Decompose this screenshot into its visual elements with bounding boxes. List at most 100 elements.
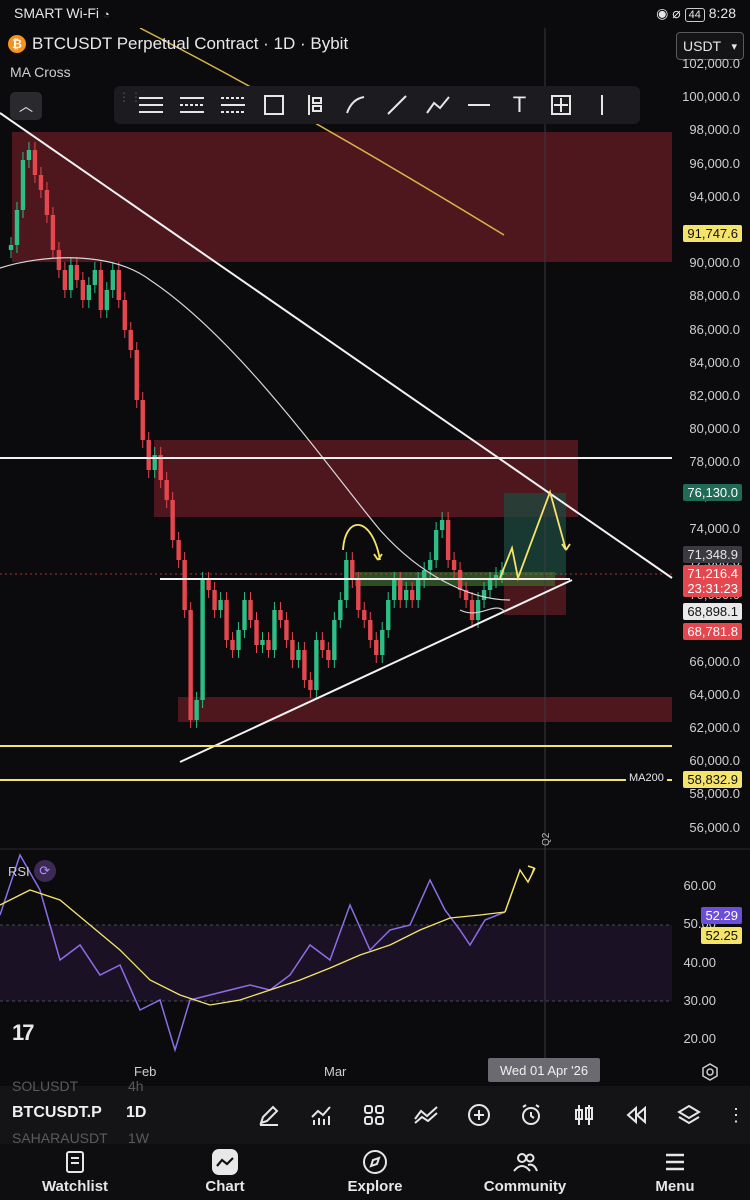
horizontal-line-icon[interactable] [458,88,499,122]
measure-icon[interactable] [540,88,581,122]
candle-body [188,610,193,720]
nav-chart-label: Chart [205,1178,245,1195]
vertical-line-icon[interactable] [581,88,622,122]
drawing-toolbar: ⋮⋮ T [114,86,640,124]
candle-body [146,440,151,470]
nav-explore[interactable]: Explore [300,1144,450,1200]
candle-type-icon[interactable] [569,1100,599,1130]
layers-icon[interactable] [674,1100,704,1130]
templates-icon[interactable] [359,1100,389,1130]
current-timeframe[interactable]: 1D [126,1104,147,1121]
path-icon[interactable] [417,88,458,122]
rsi-tick-label: 20.00 [683,1031,716,1046]
time-axis[interactable]: Feb Mar [0,1058,750,1084]
nav-watchlist[interactable]: Watchlist [0,1144,150,1200]
indicator-label[interactable]: MA Cross [10,64,71,80]
candle-body [332,620,337,660]
candle-body [463,590,469,600]
candle-body [320,640,325,650]
descending-trendline[interactable] [0,112,673,579]
pitchfork-icon[interactable] [130,88,171,122]
text-icon[interactable]: T [512,92,527,117]
pencil-icon[interactable] [254,1100,284,1130]
replay-icon[interactable] [621,1100,651,1130]
price-tick-label: 96,000.0 [689,155,740,171]
nav-community[interactable]: Community [450,1144,600,1200]
candle-body [493,575,499,580]
symbol-title-text: BTCUSDT Perpetual Contract · 1D · Bybit [32,34,349,53]
candle-body [176,540,181,560]
current-symbol[interactable]: BTCUSDT.P [12,1104,102,1121]
candle-body [170,500,175,540]
rectangle-icon[interactable] [253,88,294,122]
trendline-icon[interactable] [376,88,417,122]
price-tick-label: 90,000.0 [689,255,740,271]
watchlist-peek-above[interactable]: SOLUSDT [12,1078,79,1094]
more-icon[interactable]: ⋮ [727,1104,745,1125]
candle-body [326,650,331,660]
candle-body [218,600,223,610]
rsi-ma-line [0,889,506,1006]
candle-body [92,270,98,285]
demand-zone [178,697,672,722]
chart-icon [212,1148,238,1176]
candle-body [362,610,367,620]
price-tick-label: 66,000.0 [689,653,740,669]
price-tick-label: 60,000.0 [689,753,740,769]
candle-body [116,270,121,300]
settings-icon[interactable] [700,1062,720,1082]
add-icon[interactable] [464,1100,494,1130]
indicators-icon[interactable] [306,1100,336,1130]
candle-body [409,590,415,600]
watchlist-peek-above-tf: 4h [128,1078,144,1094]
brush-icon[interactable] [335,88,376,122]
candle-body [302,650,307,680]
candle-body [212,590,217,610]
candle-body [110,270,115,290]
price-tick-label: 62,000.0 [689,720,740,735]
position-icon[interactable] [294,88,335,122]
fib-extension-icon[interactable] [212,88,253,122]
ascending-trendline[interactable] [179,579,573,763]
rsi-header[interactable]: RSI ⟳ [8,860,56,882]
currency-select[interactable]: USDT ▾ [676,32,744,60]
rsi-band [0,925,672,1001]
candle-body [56,250,62,270]
price-tick-label: 82,000.0 [689,388,740,403]
candle-body [338,600,343,620]
candle-body [368,620,373,640]
rsi-tick-label: 60.00 [683,878,716,893]
rsi-projection [504,867,536,913]
crosshair-price-tag: 71,348.9 [683,546,742,563]
price-tick-label: 86,000.0 [689,321,740,337]
candle-body [224,600,229,640]
clock: 8:28 [708,5,736,21]
candle-body [8,245,14,250]
eye-icon: ◉ [656,5,669,21]
price-tick-label: 102,000.0 [682,56,740,71]
fib-retracement-icon[interactable] [171,88,212,122]
projection-arrow-2 [561,543,571,551]
bar-countdown: 23:31:23 [687,581,738,596]
price-tick-label: 100,000.0 [682,89,740,105]
watchlist-peek-below[interactable]: SAHARAUSDT [12,1130,108,1146]
chevron-up-icon: ︿ [19,98,33,114]
compare-icon[interactable] [411,1100,441,1130]
candle-body [481,590,487,600]
candle-body [164,480,169,500]
bitcoin-icon: ₿ [8,35,26,53]
alert-icon[interactable] [516,1100,546,1130]
ma-white-line [0,257,511,601]
mute-icon: ⌀ [672,5,681,21]
nav-menu[interactable]: Menu [600,1144,750,1200]
collapse-toolbar-button[interactable]: ︿ [10,92,42,120]
symbol-title[interactable]: ₿ BTCUSDT Perpetual Contract · 1D · Bybi… [8,34,348,54]
nav-chart[interactable]: Chart [150,1144,300,1200]
candle-body [14,210,20,245]
rsi-tick-label: 30.00 [683,993,716,1008]
drag-handle-icon[interactable]: ⋮⋮ [118,90,142,104]
candle-body [50,215,56,250]
sync-icon[interactable]: ⟳ [33,860,56,882]
currency-value: USDT [683,38,722,54]
